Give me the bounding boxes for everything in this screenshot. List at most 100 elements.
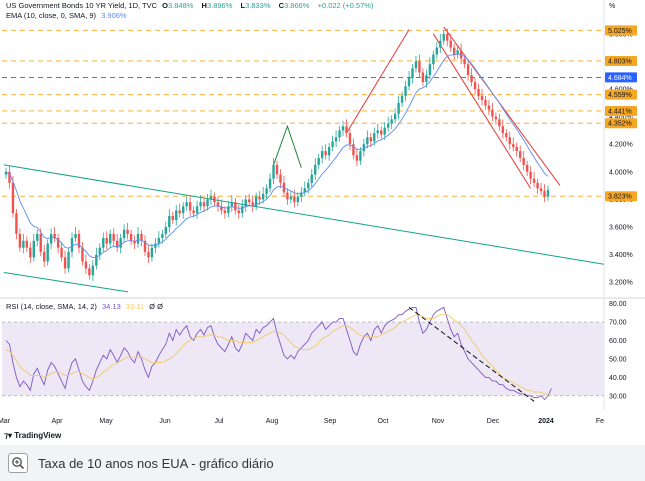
candle-body — [380, 130, 383, 135]
price-level-label: 4.559% — [608, 92, 632, 99]
candle-body — [84, 261, 88, 269]
candle-body — [314, 164, 317, 175]
candle-body — [67, 251, 70, 269]
legend-instrument: US Government Bonds 10 YR Yield, 1D, TVC — [6, 1, 158, 10]
x-tick-label: Aug — [266, 418, 279, 425]
tradingview-logo: ⁊▾ TradingView — [4, 431, 61, 440]
candle-body — [484, 100, 487, 106]
x-tick-label: Mar — [0, 418, 11, 425]
candle-body — [439, 40, 442, 48]
candle-body — [505, 133, 508, 138]
candle-body — [334, 137, 338, 142]
price-level-label: 4.684% — [608, 75, 632, 82]
candle-body — [11, 182, 15, 214]
candle-body — [49, 233, 53, 244]
legend-ema: EMA (10, close, 0, SMA, 9) 3.906% — [6, 11, 130, 20]
rsi-y-tick-label: 70.00 — [609, 320, 627, 327]
candle-body — [546, 189, 550, 197]
price-level-label: 3.823% — [608, 194, 632, 201]
candle-body — [15, 213, 18, 234]
candle-body — [543, 191, 546, 197]
candle-body — [199, 202, 202, 207]
candle-body — [519, 151, 522, 158]
candle-body — [452, 47, 456, 55]
candle-body — [435, 47, 439, 55]
candle-body — [400, 95, 404, 103]
y-tick-label: 3.200% — [609, 280, 633, 287]
trend-line-lower — [3, 272, 129, 293]
candle-body — [366, 137, 369, 145]
legend-ohlc: US Government Bonds 10 YR Yield, 1D, TVC… — [6, 1, 376, 10]
candle-body — [70, 238, 74, 252]
price-level-badge — [605, 25, 637, 36]
candle-body — [355, 155, 359, 161]
candle-body — [161, 233, 164, 239]
candle-body — [227, 206, 230, 214]
candle-body — [539, 188, 543, 192]
rise-channel-line — [346, 29, 410, 134]
tradingview-brand: TradingView — [14, 431, 62, 440]
candle-body — [251, 202, 254, 207]
candle-body — [119, 238, 122, 248]
candle-body — [95, 254, 98, 266]
legend-ema-label: EMA (10, close, 0, SMA, 9) — [6, 11, 97, 20]
price-level-label: 5.025% — [608, 28, 632, 35]
x-tick-label: May — [99, 418, 113, 425]
x-tick-label: Oct — [378, 418, 389, 425]
price-level-badge — [605, 105, 637, 116]
candle-body — [230, 202, 234, 207]
candle-body — [296, 196, 300, 203]
candle-body — [456, 50, 459, 55]
candle-body — [254, 196, 258, 207]
candle-body — [168, 215, 171, 227]
chart-area[interactable]: 3.200%3.400%3.600%3.800%4.000%4.200%4.40… — [0, 0, 645, 445]
y-tick-label: 4.400% — [609, 114, 633, 121]
candle-body — [29, 247, 32, 258]
zoom-button[interactable] — [8, 453, 28, 473]
candle-body — [428, 64, 432, 76]
y-tick-label: 3.400% — [609, 252, 633, 259]
candle-body — [425, 75, 428, 83]
candle-body — [258, 196, 261, 200]
price-level-label: 4.803% — [608, 58, 632, 65]
candle-body — [480, 95, 484, 101]
candle-body — [98, 247, 102, 255]
candle-body — [223, 210, 227, 214]
y-tick-label: 4.000% — [609, 169, 633, 176]
candle-body — [272, 164, 275, 179]
candle-body — [22, 240, 25, 248]
candle-body — [185, 202, 188, 207]
price-level-badge — [605, 89, 637, 100]
candle-body — [188, 202, 192, 211]
rsi-y-tick-label: 60.00 — [609, 338, 627, 345]
price-level-badge — [605, 191, 637, 202]
rsi-y-tick-label: 30.00 — [609, 393, 627, 400]
chart-svg[interactable]: 3.200%3.400%3.600%3.800%4.000%4.200%4.40… — [0, 0, 645, 445]
candle-body — [397, 102, 400, 114]
candle-body — [362, 144, 366, 152]
candle-body — [56, 238, 60, 248]
legend-rsi-extra: Ø Ø — [149, 302, 163, 311]
candle-body — [348, 133, 352, 145]
candle-body — [532, 178, 536, 183]
candle-body — [234, 202, 237, 211]
candle-body — [373, 133, 376, 142]
candle-body — [327, 146, 331, 156]
candle-body — [512, 144, 515, 147]
price-level-badge — [605, 55, 637, 66]
candle-body — [376, 130, 379, 134]
candle-body — [147, 251, 150, 258]
candle-body — [122, 229, 126, 239]
candle-body — [105, 238, 108, 244]
candle-body — [300, 192, 303, 197]
candle-body — [491, 109, 494, 117]
candle-body — [421, 72, 425, 83]
rsi-line — [5, 306, 552, 401]
rsi-band — [2, 322, 604, 396]
candle-body — [525, 164, 529, 172]
candle-body — [4, 171, 8, 175]
candle-body — [501, 126, 505, 134]
candle-body — [46, 243, 49, 262]
candle-body — [133, 240, 136, 244]
legend-ema-value: 3.906% — [101, 11, 127, 20]
